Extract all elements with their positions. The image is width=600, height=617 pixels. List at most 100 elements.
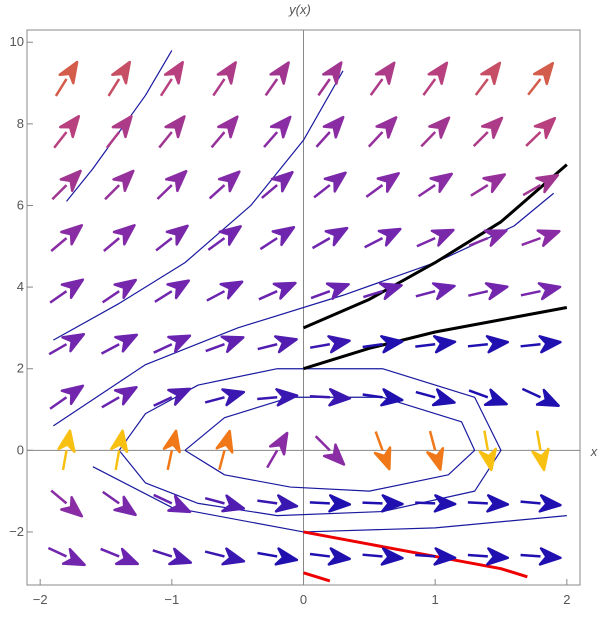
vector-arrow [314, 435, 346, 466]
y-tick-label: 8 [17, 116, 24, 131]
vector-arrow [311, 226, 349, 250]
y-tick-label: 10 [10, 34, 24, 49]
vector-arrow [204, 494, 246, 513]
x-tick-label: 2 [563, 592, 570, 607]
vector-arrow [531, 430, 550, 472]
vector-arrow [156, 169, 188, 200]
vector-arrow [315, 115, 345, 148]
vector-arrow [57, 429, 76, 471]
vector-arrow [158, 115, 186, 149]
vector-arrow [313, 171, 347, 199]
y-tick-label: −2 [9, 524, 24, 539]
vector-arrow [520, 335, 562, 354]
vector-arrow [204, 388, 246, 407]
vector-arrow [363, 282, 403, 301]
vector-arrow [520, 547, 562, 566]
vector-arrow [468, 388, 508, 407]
vector-arrow [521, 387, 560, 407]
vector-arrow [103, 224, 136, 252]
vector-arrow [257, 388, 299, 407]
vector-arrow [259, 225, 296, 251]
vector-arrow [154, 279, 191, 303]
vector-arrow [263, 115, 292, 148]
vector-arrow [53, 115, 81, 149]
vector-arrow [521, 229, 561, 247]
x-tick-label: −1 [164, 592, 179, 607]
vector-arrow [362, 335, 404, 354]
vector-arrow [309, 494, 352, 513]
vector-arrow [415, 282, 456, 301]
vector-arrow [257, 547, 299, 566]
vector-arrow [310, 282, 350, 300]
vector-arrow [153, 387, 192, 407]
vector-arrow [309, 388, 352, 407]
vector-arrow [49, 278, 85, 304]
vector-arrow [210, 115, 239, 149]
vector-arrow [468, 282, 509, 301]
vector-arrow [467, 547, 510, 566]
vector-arrow [257, 335, 298, 354]
vector-arrow [104, 169, 135, 201]
vector-arrow [54, 60, 79, 97]
vector-arrow [50, 489, 84, 518]
vector-arrow [426, 430, 445, 471]
vector-arrow [417, 172, 453, 198]
vector-arrow [208, 170, 241, 200]
vector-arrow [258, 281, 297, 301]
vector-arrow [415, 547, 457, 566]
vector-arrow [207, 225, 242, 251]
vector-arrow [153, 493, 192, 514]
y-tick-label: 6 [17, 197, 24, 212]
vector-arrow [317, 61, 343, 97]
vector-arrow [159, 60, 184, 97]
x-tick-label: 1 [432, 592, 439, 607]
vector-arrow [420, 116, 451, 148]
vector-arrow [100, 333, 139, 355]
vector-arrow [205, 335, 245, 353]
vector-arrow [416, 228, 455, 248]
vector-arrow [470, 173, 507, 197]
vector-arrow [362, 494, 404, 513]
vector-arrow [467, 335, 509, 354]
vector-arrow [261, 170, 294, 199]
vector-field [47, 60, 562, 567]
vector-arrow [474, 61, 502, 96]
vector-arrow [522, 173, 560, 197]
vector-arrow [110, 429, 129, 471]
vector-arrow [101, 278, 137, 304]
x-axis-label: x [590, 444, 598, 459]
stream-lines [53, 50, 568, 583]
vector-arrow [152, 547, 193, 566]
vector-arrow [467, 494, 510, 513]
solution-curve [118, 368, 502, 517]
vector-arrow [153, 334, 192, 354]
vector-arrow [364, 227, 402, 249]
vector-arrow [105, 115, 133, 149]
vector-arrow [155, 224, 189, 252]
solution-curve [184, 396, 476, 492]
vector-arrow [362, 547, 404, 566]
vector-arrow [257, 494, 299, 513]
vector-arrow [264, 61, 290, 97]
vector-arrow [162, 429, 181, 471]
vector-arrow [520, 494, 562, 513]
vector-arrow [415, 388, 456, 407]
y-axis-label: y(x) [288, 2, 311, 17]
vector-arrow [266, 431, 289, 469]
vector-arrow [50, 224, 84, 252]
vector-arrow [478, 430, 497, 472]
vector-arrow [48, 332, 86, 356]
solution-curve [303, 571, 331, 583]
vector-arrow [206, 280, 244, 302]
vector-arrow [369, 61, 396, 96]
vector-arrow [373, 431, 392, 471]
vector-arrow [47, 546, 86, 567]
vector-arrow [51, 169, 82, 201]
vector-arrow [309, 335, 351, 354]
y-tick-label: 0 [17, 442, 24, 457]
solution-curve [66, 50, 173, 202]
solution-curve [302, 163, 568, 330]
solution-curve [53, 70, 344, 341]
vector-arrow [309, 547, 351, 566]
